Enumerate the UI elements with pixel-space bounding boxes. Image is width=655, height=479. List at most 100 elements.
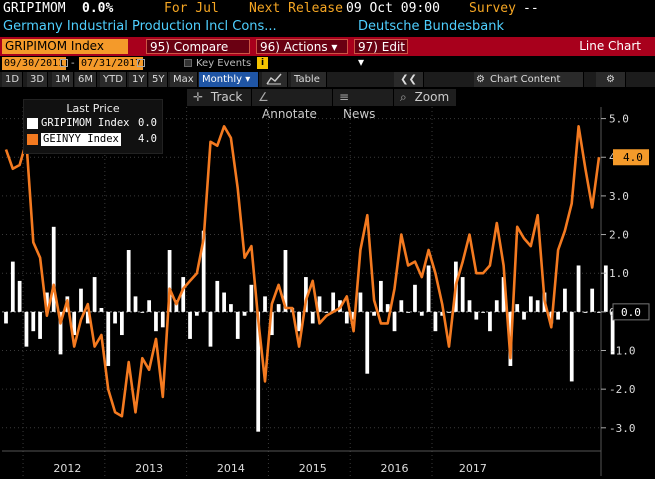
- bar: [331, 292, 336, 312]
- bar: [154, 311, 158, 332]
- bar: [106, 311, 111, 366]
- bar: [563, 288, 567, 312]
- table-button[interactable]: Table: [291, 72, 327, 87]
- legend-item-gripimom[interactable]: GRIPIMOM Index 0.0: [27, 117, 159, 130]
- compare-button[interactable]: 95) Compare: [146, 39, 250, 54]
- bar: [31, 311, 36, 332]
- track-label: Track: [210, 90, 243, 104]
- bar: [45, 292, 49, 312]
- bar: [317, 296, 322, 312]
- bar: [610, 311, 615, 355]
- security-input[interactable]: GRIPIMOM Index: [2, 39, 128, 54]
- bar: [467, 300, 472, 312]
- period-ytd[interactable]: YTD: [100, 72, 127, 87]
- y-tick-label: 5.0: [609, 113, 629, 126]
- legend-swatch: [27, 118, 38, 129]
- bar: [488, 311, 492, 332]
- legend-item-geinyy[interactable]: GEINYY Index 4.0: [27, 133, 159, 146]
- start-date-input[interactable]: 09/30/2011: [2, 57, 67, 70]
- frequency-select[interactable]: Monthly ▾: [199, 72, 259, 87]
- key-events-checkbox[interactable]: [184, 59, 192, 67]
- chart-type-title: Line Chart: [579, 39, 641, 53]
- bar: [58, 311, 63, 355]
- x-tick-label: 2014: [217, 462, 245, 475]
- line-series: [4, 124, 601, 418]
- bar: [188, 311, 192, 339]
- bar: [167, 250, 172, 312]
- bar: [515, 304, 520, 312]
- y-tick-label: -3.0: [609, 422, 636, 435]
- function-menu-bar: GRIPIMOM Index 95) Compare 96) Actions ▾…: [0, 37, 655, 69]
- x-tick-label: 2015: [299, 462, 327, 475]
- bar: [79, 288, 83, 312]
- magnifier-icon: ⌕: [400, 90, 407, 104]
- bar: [283, 250, 288, 312]
- bar: [590, 288, 595, 312]
- period-1d[interactable]: 1D: [2, 72, 24, 87]
- y-tick-label: 1.0: [609, 267, 629, 280]
- settings-icon[interactable]: ⚙: [596, 72, 626, 87]
- line-chart-area[interactable]: 5.0 4.0 3.0 2.0 1.0 0.0 -1.0 -2.0 -3.0 4.0 0.0 201…: [0, 107, 655, 479]
- period-1y[interactable]: 1Y: [129, 72, 149, 87]
- bar: [385, 304, 390, 312]
- x-tick-label: 2012: [53, 462, 81, 475]
- x-tick-label: 2017: [459, 462, 487, 475]
- bar: [392, 311, 397, 332]
- bar: [256, 311, 261, 432]
- data-source: Deutsche Bundesbank: [358, 19, 505, 34]
- ticker-label: GRIPIMOM: [3, 1, 66, 16]
- track-button[interactable]: ✛ Track: [187, 89, 251, 106]
- bar: [304, 277, 308, 312]
- bar: [99, 307, 104, 312]
- collapse-icon[interactable]: ❮❮: [394, 72, 424, 87]
- survey-value: --: [523, 1, 539, 16]
- bar: [597, 311, 601, 313]
- bar-last-value-label: 0.0: [621, 306, 641, 319]
- annotate-button[interactable]: ∠ Annotate: [252, 89, 332, 121]
- bar: [583, 311, 588, 313]
- bar: [310, 311, 315, 324]
- period-1m[interactable]: 1M: [52, 72, 74, 87]
- bar: [17, 280, 22, 312]
- bar: [344, 311, 349, 324]
- description-row: Germany Industrial Production Incl Cons.…: [0, 18, 655, 36]
- chart-content-button[interactable]: ⚙ Chart Content: [474, 72, 584, 87]
- legend-value: 0.0: [138, 117, 157, 129]
- news-button[interactable]: ≡ News: [333, 89, 393, 121]
- period-6m[interactable]: 6M: [75, 72, 97, 87]
- calendar-icon[interactable]: [60, 59, 68, 67]
- bar: [222, 292, 226, 312]
- zoom-button[interactable]: ⌕ Zoom: [394, 89, 456, 106]
- last-value: 0.0%: [82, 1, 114, 16]
- legend-box[interactable]: Last Price GRIPIMOM Index 0.0 GEINYY Ind…: [23, 99, 163, 154]
- line-chart-icon[interactable]: [262, 72, 288, 87]
- bar: [501, 277, 506, 312]
- bar: [324, 311, 329, 313]
- period-3d[interactable]: 3D: [27, 72, 49, 87]
- y-axis: 5.04.03.02.01.00.0-1.0-2.0-3.04.00.0: [600, 107, 650, 476]
- period-max[interactable]: Max: [170, 72, 198, 87]
- bar: [160, 311, 165, 328]
- bar: [51, 226, 56, 312]
- bar: [174, 300, 179, 312]
- period-5y[interactable]: 5Y: [149, 72, 169, 87]
- bar: [528, 296, 533, 312]
- bar: [576, 265, 581, 312]
- bar: [113, 311, 117, 324]
- calendar-icon[interactable]: [137, 59, 145, 67]
- info-icon[interactable]: i: [257, 57, 268, 69]
- actions-menu[interactable]: 96) Actions ▾: [256, 39, 348, 54]
- bar: [242, 311, 247, 316]
- legend-title: Last Price: [66, 102, 120, 115]
- bar: [379, 280, 383, 312]
- edit-menu[interactable]: 97) Edit ▾: [354, 39, 408, 69]
- x-axis: 2012 2013 2014 2015 2016 2017: [2, 450, 601, 475]
- bar: [249, 284, 254, 312]
- bar: [474, 311, 479, 320]
- bar: [38, 311, 42, 339]
- security-description: Germany Industrial Production Incl Cons.…: [3, 19, 277, 34]
- bar: [426, 265, 431, 312]
- series-line: [4, 124, 601, 418]
- end-date-input[interactable]: 07/31/2017: [79, 57, 144, 70]
- next-release-label: Next Release: [249, 1, 343, 16]
